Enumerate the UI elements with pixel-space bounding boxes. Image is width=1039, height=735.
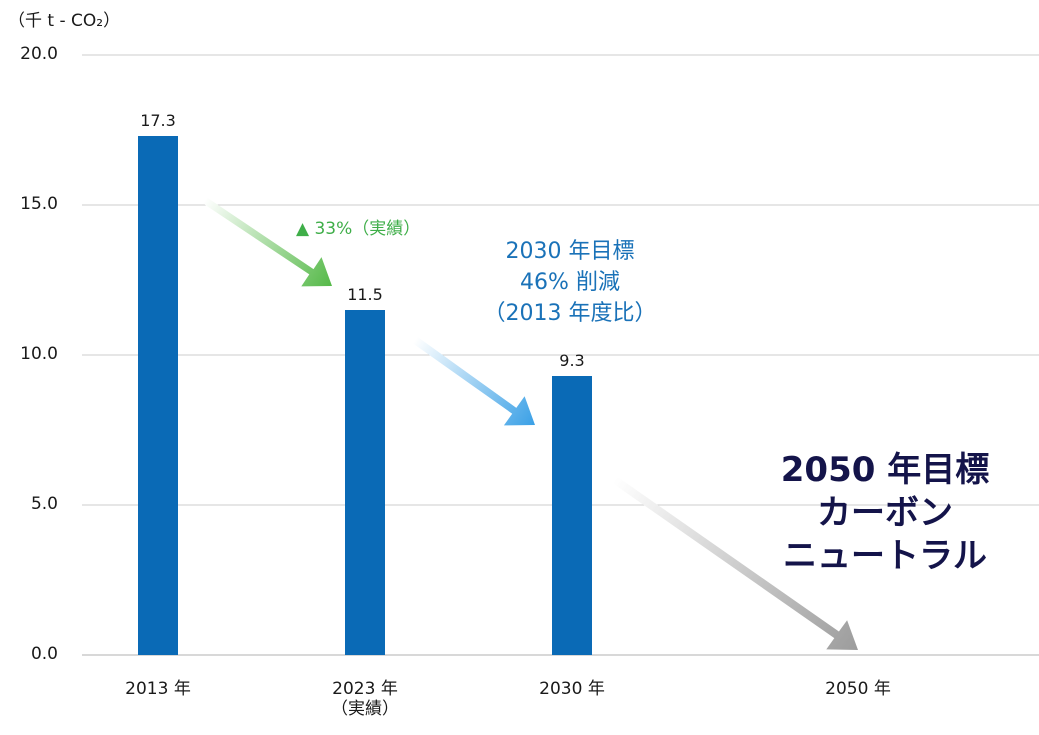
y-tick-label: 0.0	[30, 644, 58, 664]
x-tick-year: 2013 年	[125, 679, 191, 699]
y-tick-label: 20.0	[20, 44, 58, 64]
x-tick-year: 2023 年	[332, 679, 398, 699]
target-2030-label: 2030 年目標 46% 削減 （2013 年度比）	[470, 236, 670, 329]
bar	[138, 136, 178, 655]
bar	[552, 376, 592, 655]
bar-value-label: 9.3	[559, 351, 585, 370]
target-2030-line: （2013 年度比）	[483, 301, 657, 326]
y-tick-label: 15.0	[20, 194, 58, 214]
reduction-arrow-2013-2023	[202, 197, 332, 287]
y-tick-label: 5.0	[30, 494, 58, 514]
y-axis-unit: （千 t - CO₂）	[8, 11, 121, 31]
target-2050-label: 2050 年目標 カーボン ニュートラル	[760, 449, 1010, 578]
reduction-arrow-2030-2050	[612, 476, 858, 650]
x-tick-label: 2013 年	[98, 679, 218, 699]
x-tick-label: 2030 年	[512, 679, 632, 699]
target-2050-line: カーボン	[817, 493, 953, 533]
bar-value-label: 11.5	[347, 285, 383, 304]
x-tick-label: 2023 年（実績）	[305, 679, 425, 719]
y-tick-label: 10.0	[20, 344, 58, 364]
x-tick-sublabel: （実績）	[331, 699, 399, 719]
x-tick-year: 2050 年	[825, 679, 891, 699]
target-2050-line: ニュートラル	[783, 536, 987, 576]
target-2030-line: 2030 年目標	[505, 239, 635, 264]
actual-reduction-label: ▲ 33%（実績）	[296, 219, 421, 239]
x-tick-label: 2050 年	[798, 679, 918, 699]
reduction-arrow-2023-2030	[412, 336, 535, 426]
bar	[345, 310, 385, 655]
bar-value-label: 17.3	[140, 111, 176, 130]
x-tick-year: 2030 年	[539, 679, 605, 699]
target-2050-line: 2050 年目標	[780, 450, 990, 490]
target-2030-line: 46% 削減	[520, 270, 620, 295]
